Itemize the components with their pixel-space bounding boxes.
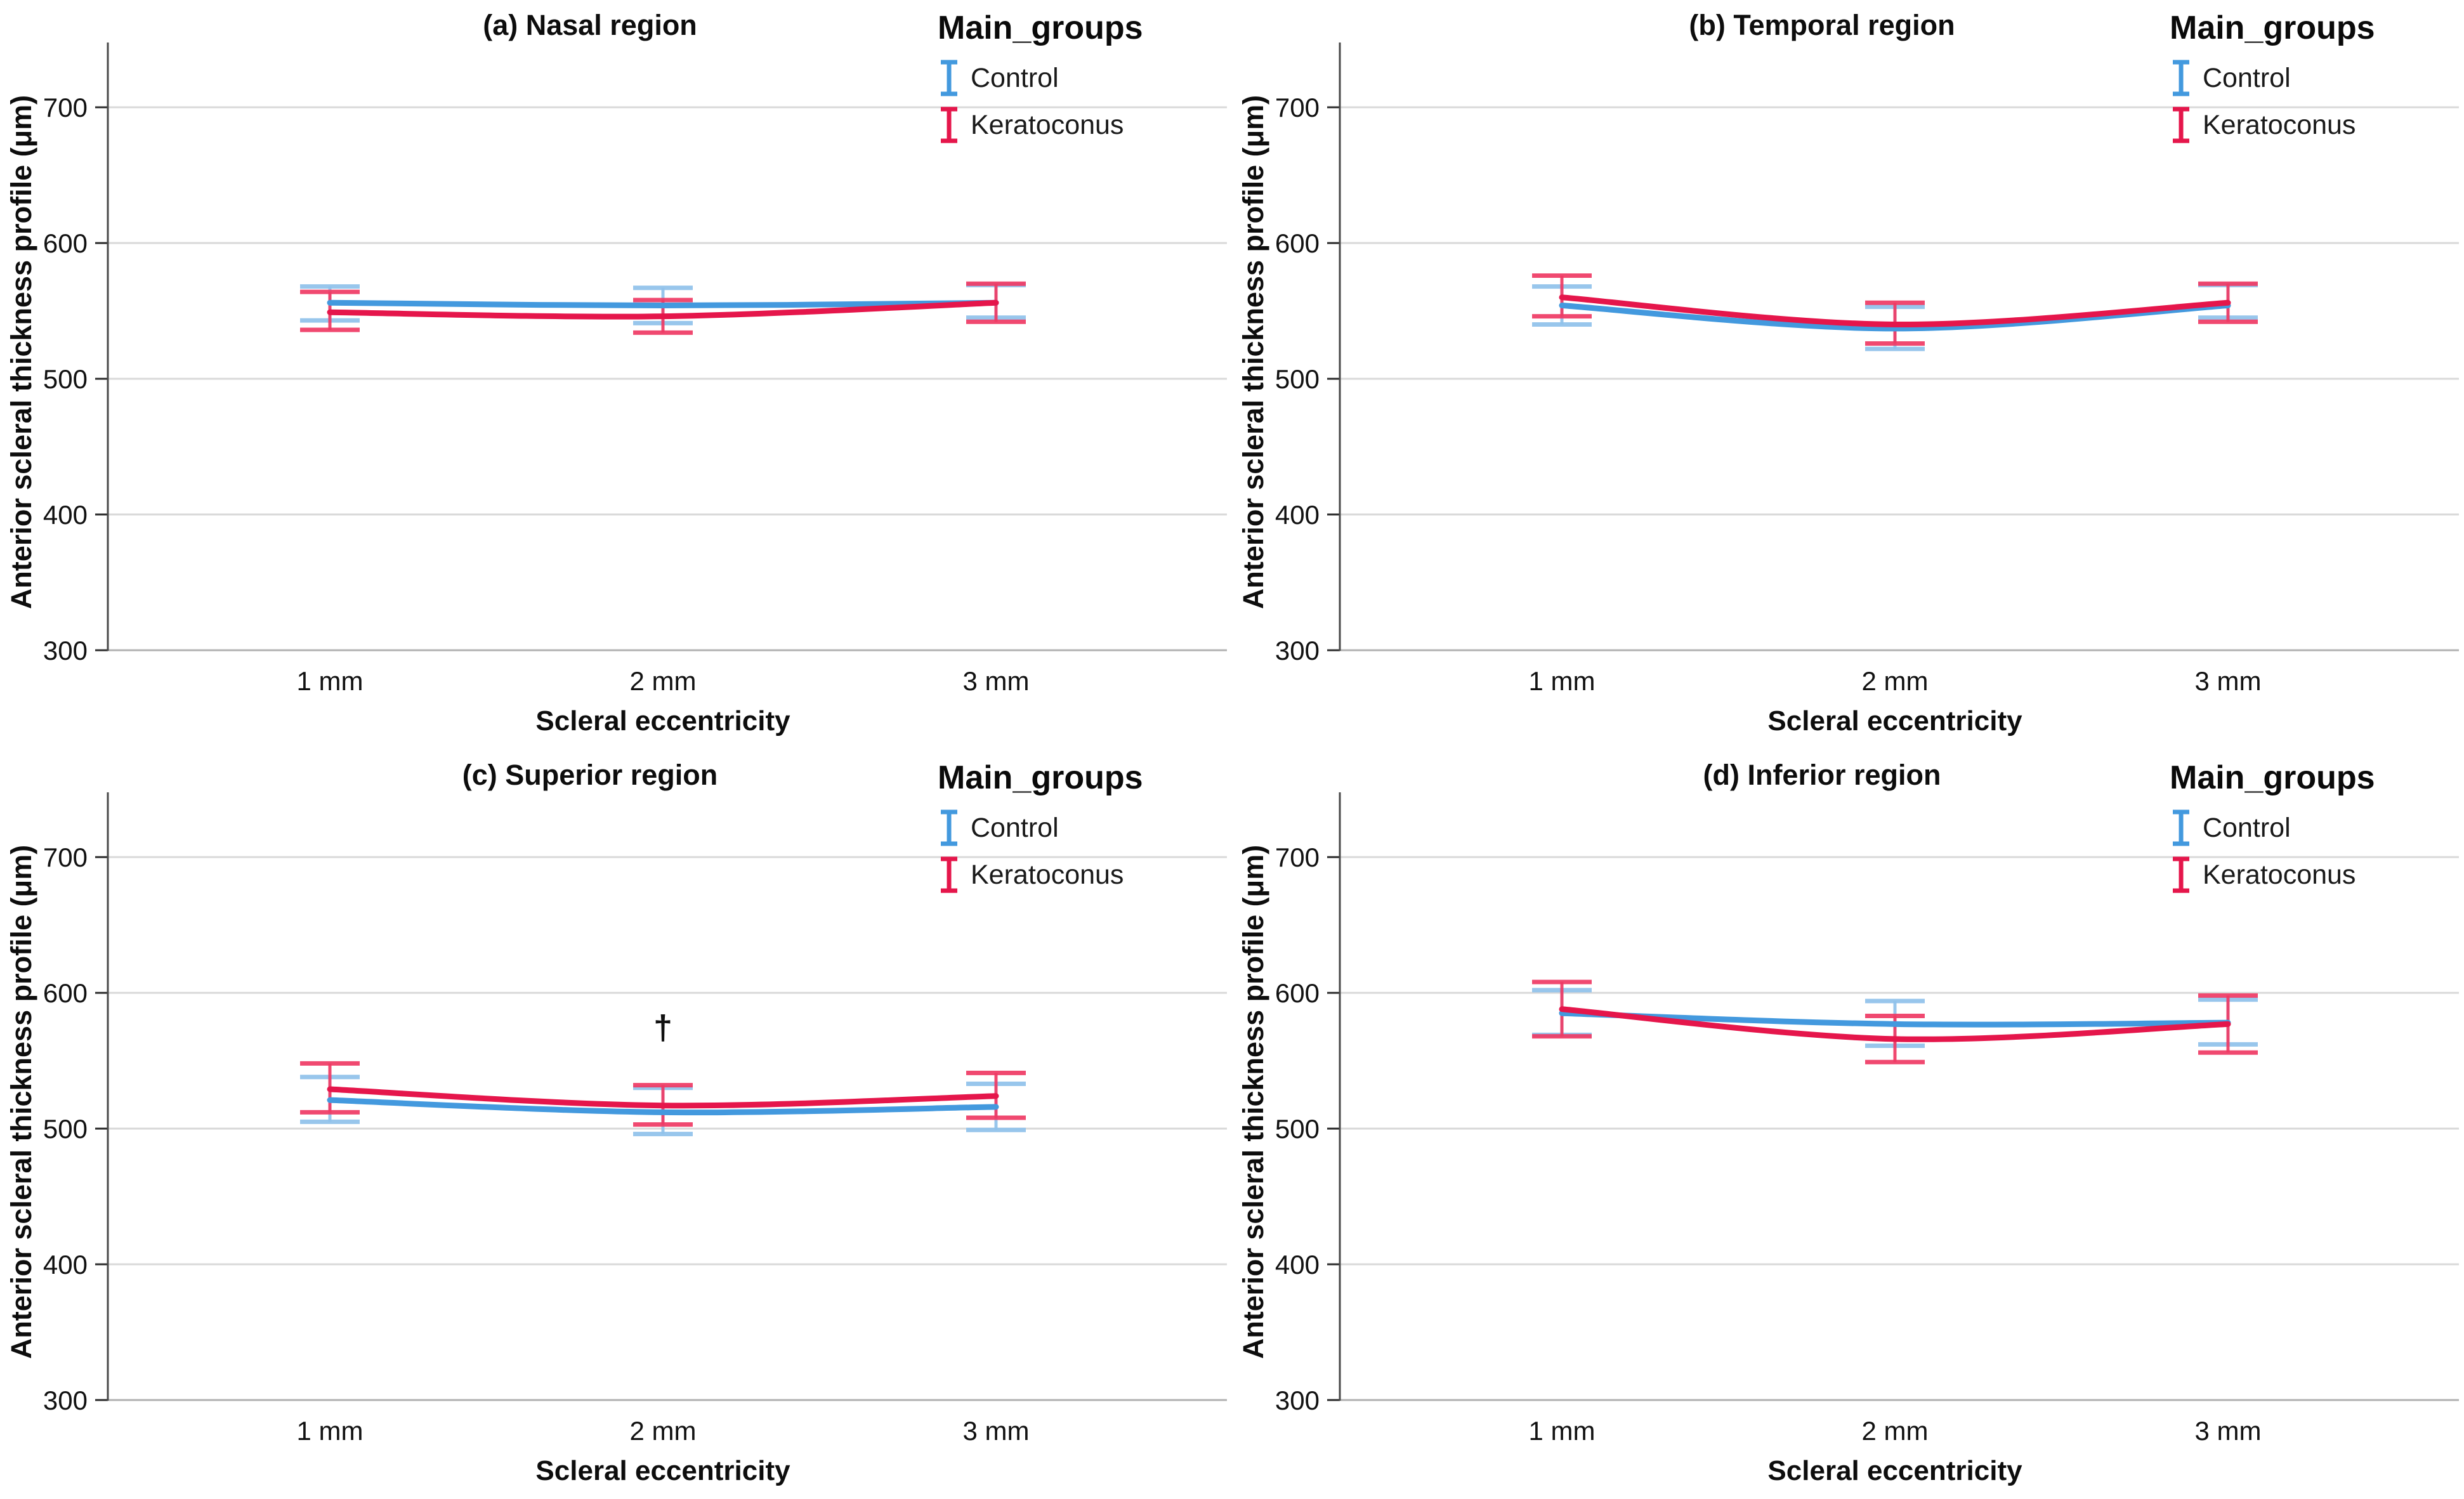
x-tick-label: 1 mm <box>1529 1416 1596 1446</box>
legend-label-control: Control <box>2203 812 2291 843</box>
y-tick-label: 500 <box>1275 364 1320 394</box>
y-tick-label: 400 <box>43 1250 88 1280</box>
keratoconus-errorbar-icon <box>941 856 957 893</box>
temporal-chart-canvas: 300 400 500 600 700 1 mm 2 mm 3 mm <box>1275 43 2459 696</box>
series-line-keratoconus <box>1559 1006 2231 1042</box>
legend: Main_groups Control Keratoconus <box>938 759 1143 901</box>
legend-label-keratoconus: Keratoconus <box>971 859 1124 890</box>
legend-item-keratoconus: Keratoconus <box>2170 854 2375 896</box>
keratoconus-errorbar-icon <box>2173 856 2189 893</box>
y-tick-label: 700 <box>1275 93 1320 122</box>
y-tick-label: 400 <box>43 500 88 530</box>
y-tick-label: 400 <box>1275 500 1320 530</box>
legend-item-keratoconus: Keratoconus <box>2170 104 2375 146</box>
panel-title-superior: (c) Superior region <box>462 759 718 791</box>
y-tick-label: 300 <box>1275 636 1320 665</box>
y-tick-label: 700 <box>43 93 88 122</box>
y-tick-label: 500 <box>43 1114 88 1144</box>
y-tick-label: 300 <box>43 1385 88 1415</box>
y-axis-title: Anterior scleral thickness profile (μm) <box>1237 844 1269 1359</box>
panel-nasal: 300 400 500 600 700 1 mm 2 mm 3 mm (a) Nasal re… <box>0 0 1232 750</box>
legend-label-keratoconus: Keratoconus <box>2203 109 2356 140</box>
legend: Main_groups Control Keratoconus <box>2170 759 2375 901</box>
x-tick-label: 3 mm <box>2195 666 2262 696</box>
y-tick-label: 300 <box>1275 1385 1320 1415</box>
control-errorbar-icon <box>941 60 957 96</box>
y-tick-label: 500 <box>1275 1114 1320 1144</box>
y-tick-label: 600 <box>43 978 88 1008</box>
y-axis-title: Anterior scleral thickness profile (μm) <box>1237 95 1269 610</box>
legend-item-control: Control <box>2170 807 2375 849</box>
y-axis-title: Anterior scleral thickness profile (μm) <box>5 95 37 610</box>
x-tick-label: 3 mm <box>963 1416 1030 1446</box>
y-tick-label: 600 <box>1275 978 1320 1008</box>
x-axis-title: Scleral eccentricity <box>1767 1455 2022 1486</box>
y-tick-label: 700 <box>43 842 88 872</box>
series-line-keratoconus <box>327 299 999 320</box>
legend-item-control: Control <box>2170 57 2375 99</box>
x-tick-label: 1 mm <box>297 1416 364 1446</box>
nasal-chart-canvas: 300 400 500 600 700 1 mm 2 mm 3 mm <box>43 43 1227 696</box>
x-tick-label: 3 mm <box>2195 1416 2262 1446</box>
legend-label-control: Control <box>2203 62 2291 93</box>
x-tick-label: 2 mm <box>1862 666 1929 696</box>
x-tick-label: 1 mm <box>297 666 364 696</box>
control-errorbar-icon <box>2173 60 2189 96</box>
inferior-chart-canvas: 300 400 500 600 700 1 mm 2 mm 3 mm <box>1275 792 2459 1446</box>
legend-title: Main_groups <box>938 759 1143 796</box>
x-axis-title: Scleral eccentricity <box>535 1455 790 1486</box>
y-tick-label: 600 <box>1275 228 1320 258</box>
series-line-control <box>327 299 999 309</box>
panel-title-temporal: (b) Temporal region <box>1689 9 1955 41</box>
superior-chart-canvas: 300 400 500 600 700 1 mm 2 mm 3 mm † <box>43 792 1227 1446</box>
control-errorbar-icon <box>941 809 957 846</box>
y-tick-label: 500 <box>43 364 88 394</box>
significance-marker: † <box>653 1009 672 1047</box>
legend-label-control: Control <box>971 62 1059 93</box>
keratoconus-errorbar-icon <box>2173 107 2189 143</box>
panel-title-nasal: (a) Nasal region <box>483 9 697 41</box>
x-tick-label: 2 mm <box>630 1416 697 1446</box>
legend-item-control: Control <box>938 57 1143 99</box>
y-tick-label: 400 <box>1275 1250 1320 1280</box>
control-errorbar-icon <box>2173 809 2189 846</box>
legend-label-keratoconus: Keratoconus <box>2203 859 2356 890</box>
panel-title-inferior: (d) Inferior region <box>1703 759 1941 791</box>
legend: Main_groups Control Keratoconus <box>938 9 1143 151</box>
legend: Main_groups Control Keratoconus <box>2170 9 2375 151</box>
x-axis-title: Scleral eccentricity <box>1767 705 2022 736</box>
x-tick-label: 2 mm <box>630 666 697 696</box>
y-axis-title: Anterior scleral thickness profile (μm) <box>5 844 37 1359</box>
legend-label-control: Control <box>971 812 1059 843</box>
series-line-keratoconus <box>327 1086 999 1109</box>
panel-temporal: 300 400 500 600 700 1 mm 2 mm 3 mm (b) Temporal… <box>1232 0 2464 750</box>
legend-item-control: Control <box>938 807 1143 849</box>
x-tick-label: 1 mm <box>1529 666 1596 696</box>
legend-label-keratoconus: Keratoconus <box>971 109 1124 140</box>
y-tick-label: 700 <box>1275 842 1320 872</box>
legend-item-keratoconus: Keratoconus <box>938 854 1143 896</box>
legend-title: Main_groups <box>2170 759 2375 796</box>
keratoconus-errorbar-icon <box>941 107 957 143</box>
panel-superior: 300 400 500 600 700 1 mm 2 mm 3 mm † (c) Superio… <box>0 750 1232 1499</box>
panel-inferior: 300 400 500 600 700 1 mm 2 mm 3 mm (d) Inferior… <box>1232 750 2464 1499</box>
x-tick-label: 3 mm <box>963 666 1030 696</box>
x-axis-title: Scleral eccentricity <box>535 705 790 736</box>
series-line-control <box>1559 303 2231 332</box>
y-tick-label: 600 <box>43 228 88 258</box>
legend-title: Main_groups <box>2170 10 2375 46</box>
legend-item-keratoconus: Keratoconus <box>938 104 1143 146</box>
series-line-control <box>327 1097 999 1116</box>
x-tick-label: 2 mm <box>1862 1416 1929 1446</box>
series-line-keratoconus <box>1559 294 2231 327</box>
legend-title: Main_groups <box>938 10 1143 46</box>
y-tick-label: 300 <box>43 636 88 665</box>
